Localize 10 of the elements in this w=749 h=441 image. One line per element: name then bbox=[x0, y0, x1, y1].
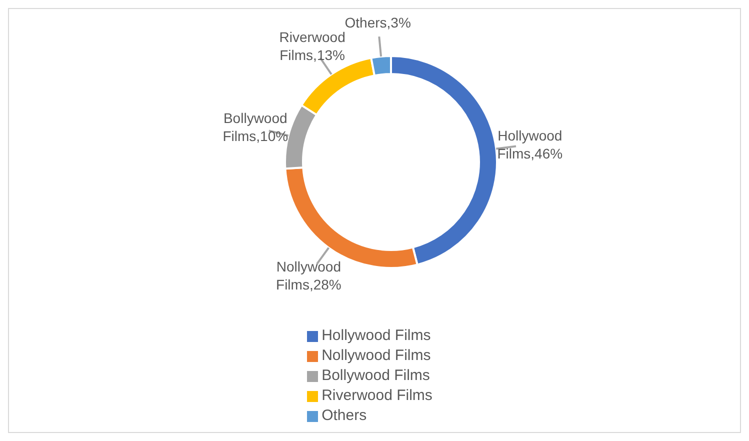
legend-label: Others bbox=[322, 407, 367, 424]
legend-label: Riverwood Films bbox=[322, 387, 432, 404]
data-label: Nollywood Films,28% bbox=[276, 258, 342, 292]
data-label: Others,3% bbox=[344, 14, 411, 31]
legend-label: Hollywood Films bbox=[322, 327, 431, 344]
data-label: Riverwood Films,13% bbox=[279, 29, 346, 64]
legend-label: Bollywood Films bbox=[322, 367, 430, 384]
data-label: Bollywood Films,10% bbox=[222, 110, 288, 144]
data-label: Hollywood Films,46% bbox=[497, 127, 563, 162]
legend-label: Nollywood Films bbox=[322, 347, 431, 364]
